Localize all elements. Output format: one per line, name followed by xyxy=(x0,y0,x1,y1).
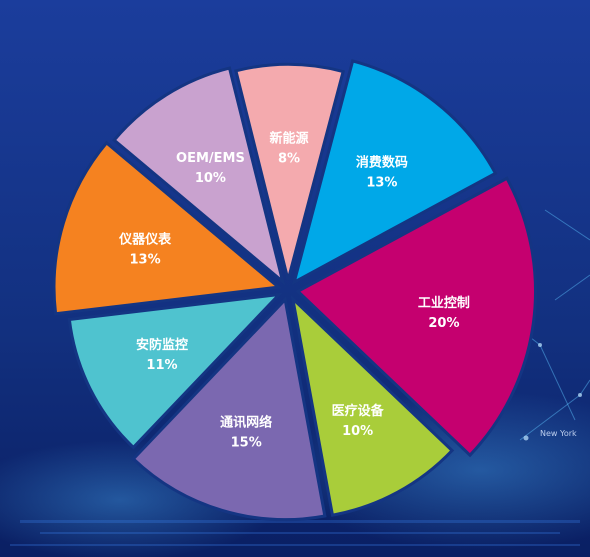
pie-slice xyxy=(295,176,537,458)
slice-value-label: 10% xyxy=(342,424,373,439)
city-label: New York xyxy=(540,429,577,438)
pie-slices xyxy=(52,59,537,522)
slice-label: OEM/EMS xyxy=(176,151,245,166)
pie-slice xyxy=(291,59,498,286)
slice-label: 通讯网络 xyxy=(220,414,272,430)
slice-value-label: 11% xyxy=(146,358,177,373)
slice-label: 消费数码 xyxy=(356,155,408,171)
slice-label: 仪器仪表 xyxy=(118,231,172,247)
pie-slice xyxy=(131,296,327,522)
slice-label: 安防监控 xyxy=(136,337,188,353)
slice-label: 医疗设备 xyxy=(332,403,385,419)
slice-value-label: 13% xyxy=(366,176,397,191)
pie-slice xyxy=(234,62,345,281)
slice-value-label: 10% xyxy=(195,171,226,186)
pie-slice xyxy=(52,140,283,316)
slice-value-label: 15% xyxy=(231,435,262,450)
slice-value-label: 8% xyxy=(278,151,300,166)
pie-labels: 新能源 8% 消费数码 13% 工业控制 20% 医疗设备 10% 通讯网络 15% 安防监控 11%… xyxy=(118,130,470,450)
slice-label: 工业控制 xyxy=(418,295,470,311)
pie-slice xyxy=(67,292,284,450)
pie-slice xyxy=(290,294,455,517)
slice-value-label: 20% xyxy=(428,316,459,331)
pie-slice xyxy=(112,66,286,286)
slice-label: 新能源 xyxy=(269,130,308,146)
slice-value-label: 13% xyxy=(130,252,161,267)
